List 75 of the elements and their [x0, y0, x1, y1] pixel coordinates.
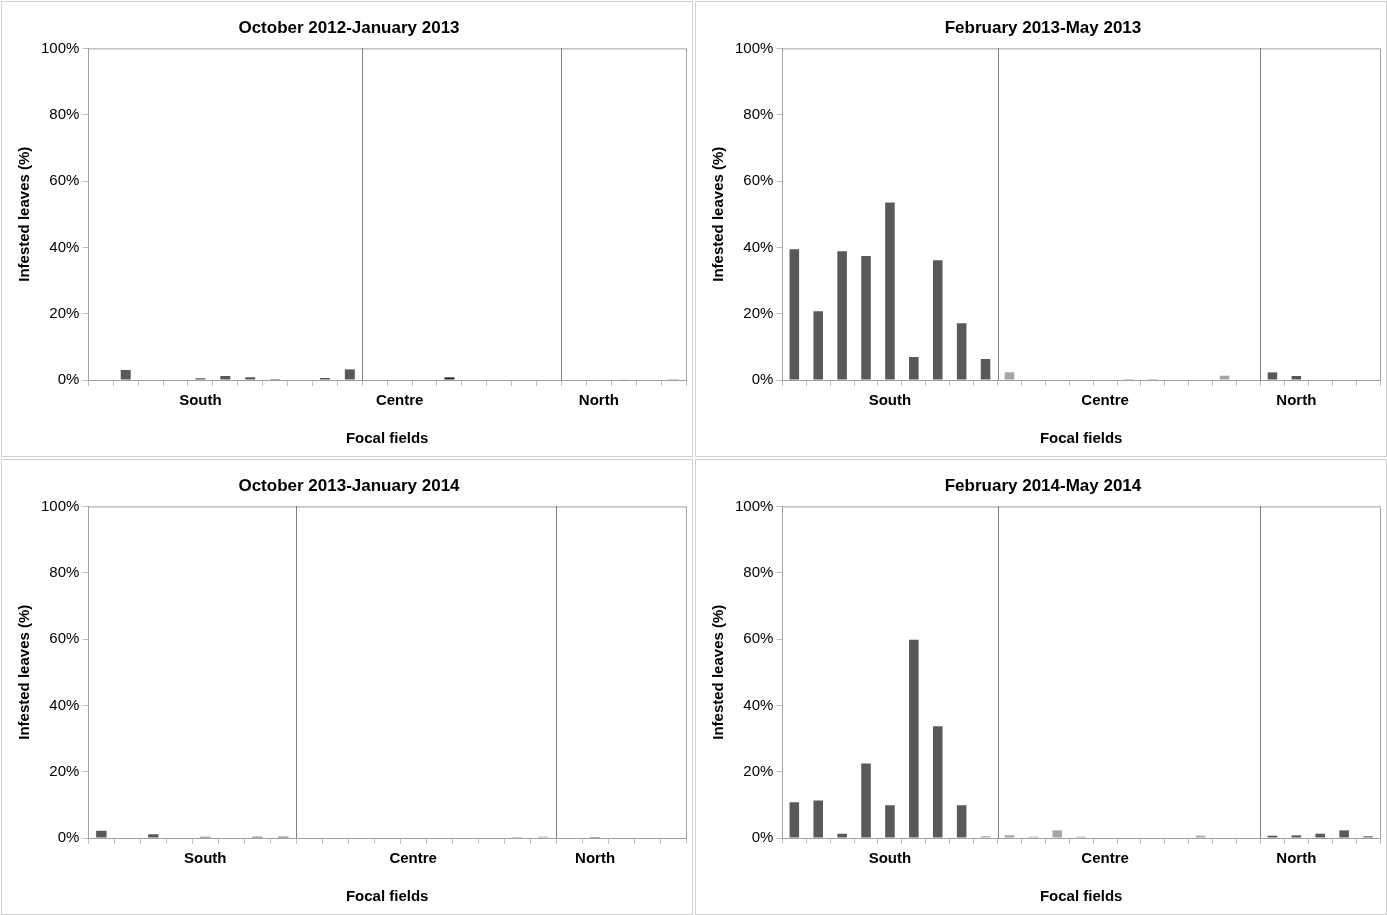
x-axis-title: Focal fields — [345, 887, 429, 905]
y-tick-label: 40% — [49, 695, 80, 713]
y-tick-label: 60% — [49, 629, 80, 647]
x-tick-label: Centre — [1081, 391, 1129, 409]
chart-title: February 2014-May 2014 — [944, 475, 1142, 495]
bar — [909, 639, 919, 838]
chart-title: February 2013-May 2013 — [944, 17, 1142, 37]
chart-title: October 2013-January 2014 — [238, 475, 461, 495]
bar — [956, 323, 967, 380]
bar — [1339, 830, 1349, 838]
x-tick-label: Centre — [389, 849, 437, 867]
y-tick-label: 0% — [751, 370, 774, 388]
bar — [909, 357, 919, 380]
bar — [932, 726, 943, 838]
y-tick-label: 40% — [49, 237, 80, 255]
x-tick-label: South — [868, 849, 912, 867]
bar — [1267, 372, 1278, 380]
y-tick-label: 80% — [49, 562, 80, 580]
bar — [861, 255, 871, 380]
x-tick-label: Centre — [1081, 849, 1129, 867]
y-tick-label: 80% — [49, 104, 80, 122]
y-tick-label: 20% — [49, 761, 80, 779]
x-tick-label: North — [1276, 391, 1317, 409]
bar — [789, 249, 800, 380]
y-tick-label: 0% — [751, 828, 774, 846]
bar — [444, 377, 455, 380]
y-tick-label: 100% — [734, 38, 774, 56]
bar — [813, 800, 823, 838]
bar — [813, 311, 823, 380]
bar — [956, 805, 967, 838]
bar — [861, 763, 871, 838]
bar — [885, 202, 895, 380]
y-tick-label: 40% — [743, 695, 774, 713]
y-tick-label: 80% — [743, 562, 774, 580]
x-axis-title: Focal fields — [1039, 429, 1123, 447]
x-tick-label: North — [1276, 849, 1317, 867]
y-tick-label: 20% — [49, 303, 80, 321]
x-tick-label: North — [575, 849, 616, 867]
y-tick-label: 100% — [734, 496, 774, 514]
y-axis-title: Infested leaves (%) — [15, 146, 33, 282]
bar — [1291, 835, 1302, 838]
bar — [1315, 833, 1326, 838]
x-tick-label: South — [179, 391, 222, 409]
bar — [837, 833, 847, 838]
y-axis-title: Infested leaves (%) — [709, 604, 727, 740]
bar — [245, 377, 256, 380]
y-tick-label: 60% — [743, 171, 774, 189]
x-tick-label: Centre — [375, 391, 424, 409]
bar — [344, 369, 355, 380]
bar — [980, 359, 991, 380]
y-tick-label: 100% — [40, 496, 80, 514]
x-axis-title: Focal fields — [1039, 887, 1123, 905]
bar — [1291, 376, 1302, 380]
x-tick-label: South — [868, 391, 912, 409]
y-tick-label: 60% — [49, 171, 80, 189]
y-tick-label: 20% — [743, 303, 774, 321]
y-axis-title: Infested leaves (%) — [15, 604, 33, 740]
x-axis-title: Focal fields — [345, 429, 429, 447]
y-tick-label: 0% — [57, 370, 80, 388]
bar — [789, 802, 800, 838]
y-tick-label: 20% — [743, 761, 774, 779]
y-tick-label: 0% — [57, 828, 80, 846]
bar — [885, 805, 895, 838]
y-tick-label: 40% — [743, 237, 774, 255]
y-tick-label: 60% — [743, 629, 774, 647]
bar — [120, 370, 131, 380]
bar — [837, 251, 847, 380]
chart-title: October 2012-January 2013 — [238, 17, 460, 37]
x-tick-label: South — [184, 849, 227, 867]
bar — [932, 260, 943, 380]
x-tick-label: North — [578, 391, 619, 409]
bar — [220, 376, 231, 380]
y-axis-title: Infested leaves (%) — [709, 146, 727, 282]
y-tick-label: 100% — [40, 38, 80, 56]
y-tick-label: 80% — [743, 104, 774, 122]
